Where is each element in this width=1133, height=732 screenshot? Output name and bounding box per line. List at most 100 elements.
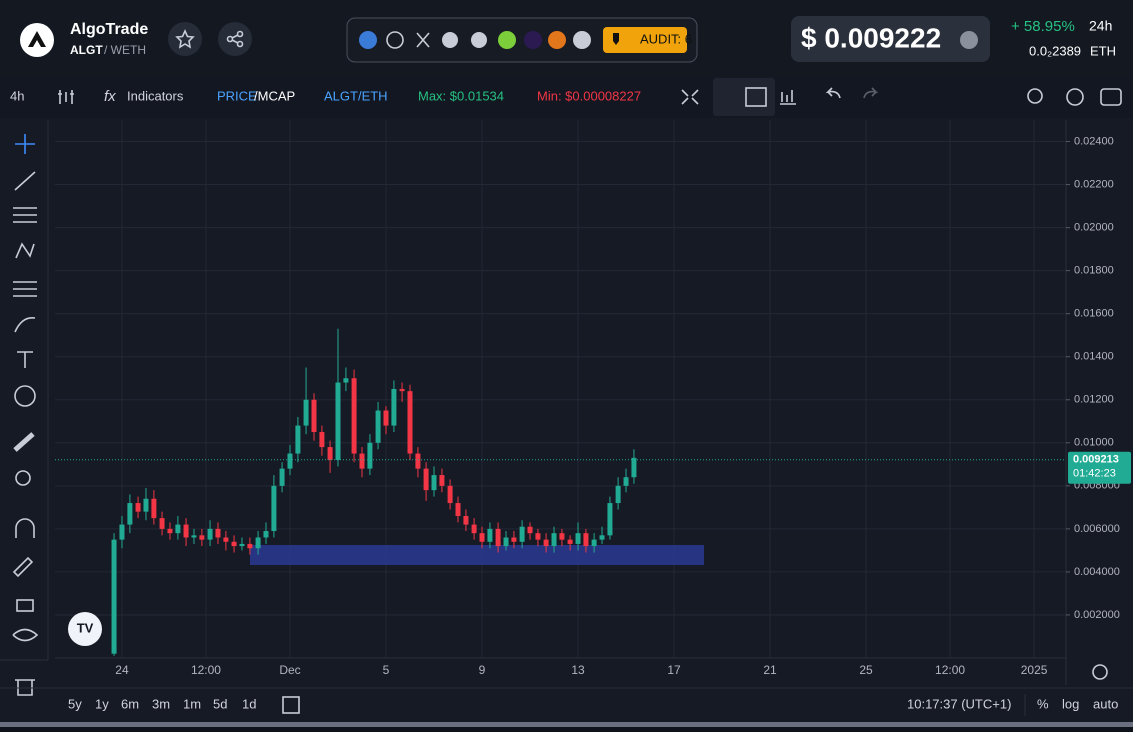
text-tool[interactable] xyxy=(17,351,33,368)
share-button[interactable] xyxy=(218,22,252,56)
favorite-button[interactable] xyxy=(168,22,202,56)
y-tick-label: 0.004000 xyxy=(1074,566,1120,578)
range-button[interactable]: 5y xyxy=(68,696,82,711)
auto-toggle[interactable]: auto xyxy=(1093,696,1118,711)
candles xyxy=(55,328,1066,656)
change-period: 24h xyxy=(1089,18,1112,34)
candle-body xyxy=(319,432,325,448)
candle-body xyxy=(191,535,197,538)
range-button[interactable]: 1m xyxy=(183,696,201,711)
drawn-zone[interactable] xyxy=(250,545,704,565)
range-button[interactable]: 1d xyxy=(242,696,256,711)
emoji-tool[interactable] xyxy=(14,385,36,407)
projection-tool[interactable] xyxy=(13,281,37,297)
range-button[interactable]: 5d xyxy=(213,696,227,711)
pair-base: ALGT xyxy=(70,43,103,57)
x-tick-label: 5 xyxy=(383,663,390,677)
indicators[interactable]: Indicators xyxy=(127,88,184,103)
candle-body xyxy=(287,453,293,469)
range-button[interactable]: 3m xyxy=(152,696,170,711)
candle-body xyxy=(223,537,229,542)
magnet-tool[interactable] xyxy=(15,518,35,538)
fullscreen-icon[interactable] xyxy=(681,89,699,105)
drawing-tools xyxy=(12,134,39,696)
date-range-icon[interactable] xyxy=(282,696,300,714)
redo-icon[interactable] xyxy=(863,87,879,99)
volume-icon[interactable] xyxy=(780,90,796,105)
brush-tool[interactable] xyxy=(14,316,36,333)
clock: 10:17:37 (UTC+1) xyxy=(907,696,1011,711)
y-tick-label: 0.02200 xyxy=(1074,178,1114,190)
y-tick-label: 0.01800 xyxy=(1074,265,1114,277)
settings-icon[interactable] xyxy=(1066,88,1084,106)
undo-icon[interactable] xyxy=(825,87,841,99)
lock-tool[interactable] xyxy=(16,599,34,612)
candle-body xyxy=(151,498,157,519)
line-tool[interactable] xyxy=(14,171,36,191)
min-price: Min: $0.00008227 xyxy=(537,88,641,103)
visibility-tool[interactable] xyxy=(12,628,39,642)
toolbar xyxy=(0,78,1133,118)
price-change: + 58.95% xyxy=(1011,18,1075,35)
audit-badge[interactable] xyxy=(603,27,687,53)
countdown: 01:42:23 xyxy=(1073,468,1116,480)
chart-type-icon[interactable] xyxy=(58,90,74,104)
candle-body xyxy=(471,524,477,534)
web-link[interactable] xyxy=(386,31,404,49)
pair-quote: / WETH xyxy=(104,43,146,57)
pattern-tool[interactable] xyxy=(15,242,35,259)
reddit-link[interactable] xyxy=(471,32,487,48)
fib-tool[interactable] xyxy=(13,207,37,223)
token-name: AlgoTrade xyxy=(70,21,148,38)
tv-logo[interactable] xyxy=(68,612,102,646)
price-toggle[interactable]: PRICE xyxy=(217,88,257,103)
candle-body xyxy=(383,410,389,426)
interval[interactable]: 4h xyxy=(10,88,24,103)
camera-icon[interactable] xyxy=(1100,88,1122,106)
percent-toggle[interactable]: % xyxy=(1037,696,1049,711)
ruler-tool[interactable] xyxy=(13,432,35,452)
candle-body xyxy=(263,531,269,538)
candle-body xyxy=(255,537,261,549)
candle-body xyxy=(567,539,573,544)
zoom-tool[interactable] xyxy=(15,470,31,486)
range-button[interactable]: 1y xyxy=(95,696,109,711)
x-tick-label: 12:00 xyxy=(935,663,965,677)
search-icon[interactable] xyxy=(1027,88,1043,104)
candle-body xyxy=(583,533,589,547)
axis-settings-icon[interactable] xyxy=(1092,664,1108,680)
candle-body xyxy=(167,528,173,534)
candle-body xyxy=(631,457,637,478)
crosshair-tool[interactable] xyxy=(15,134,35,154)
lock-draw-tool[interactable] xyxy=(12,556,34,578)
rect-tool-icon[interactable] xyxy=(745,87,767,107)
candle-body xyxy=(503,537,509,547)
y-tick-label: 0.01600 xyxy=(1074,308,1114,320)
candle-body xyxy=(439,475,445,486)
candle-body xyxy=(535,533,541,540)
social-links xyxy=(359,31,591,49)
candle-body xyxy=(343,378,349,383)
app-link[interactable] xyxy=(524,31,542,49)
candle-body xyxy=(359,453,365,469)
last-price-box xyxy=(1068,451,1131,484)
candle-body xyxy=(239,543,245,547)
telegram-link[interactable] xyxy=(442,32,458,48)
x-link[interactable] xyxy=(416,32,430,48)
range-button[interactable]: 6m xyxy=(121,696,139,711)
candle-body xyxy=(295,425,301,454)
link-icon[interactable] xyxy=(359,31,377,49)
app-link[interactable] xyxy=(498,31,516,49)
pair-toggle[interactable]: ALGT/ETH xyxy=(324,88,388,103)
log-toggle[interactable]: log xyxy=(1062,696,1079,711)
metamask-link[interactable] xyxy=(548,31,566,49)
more-links[interactable] xyxy=(573,31,591,49)
scrollbar xyxy=(0,722,1133,727)
mcap-toggle[interactable]: /MCAP xyxy=(254,88,295,103)
candle-body xyxy=(399,389,405,392)
star-icon xyxy=(175,29,195,49)
candle-body xyxy=(559,533,565,540)
candle-body xyxy=(575,533,581,544)
candle-body xyxy=(511,537,517,542)
info-icon[interactable] xyxy=(960,31,978,49)
